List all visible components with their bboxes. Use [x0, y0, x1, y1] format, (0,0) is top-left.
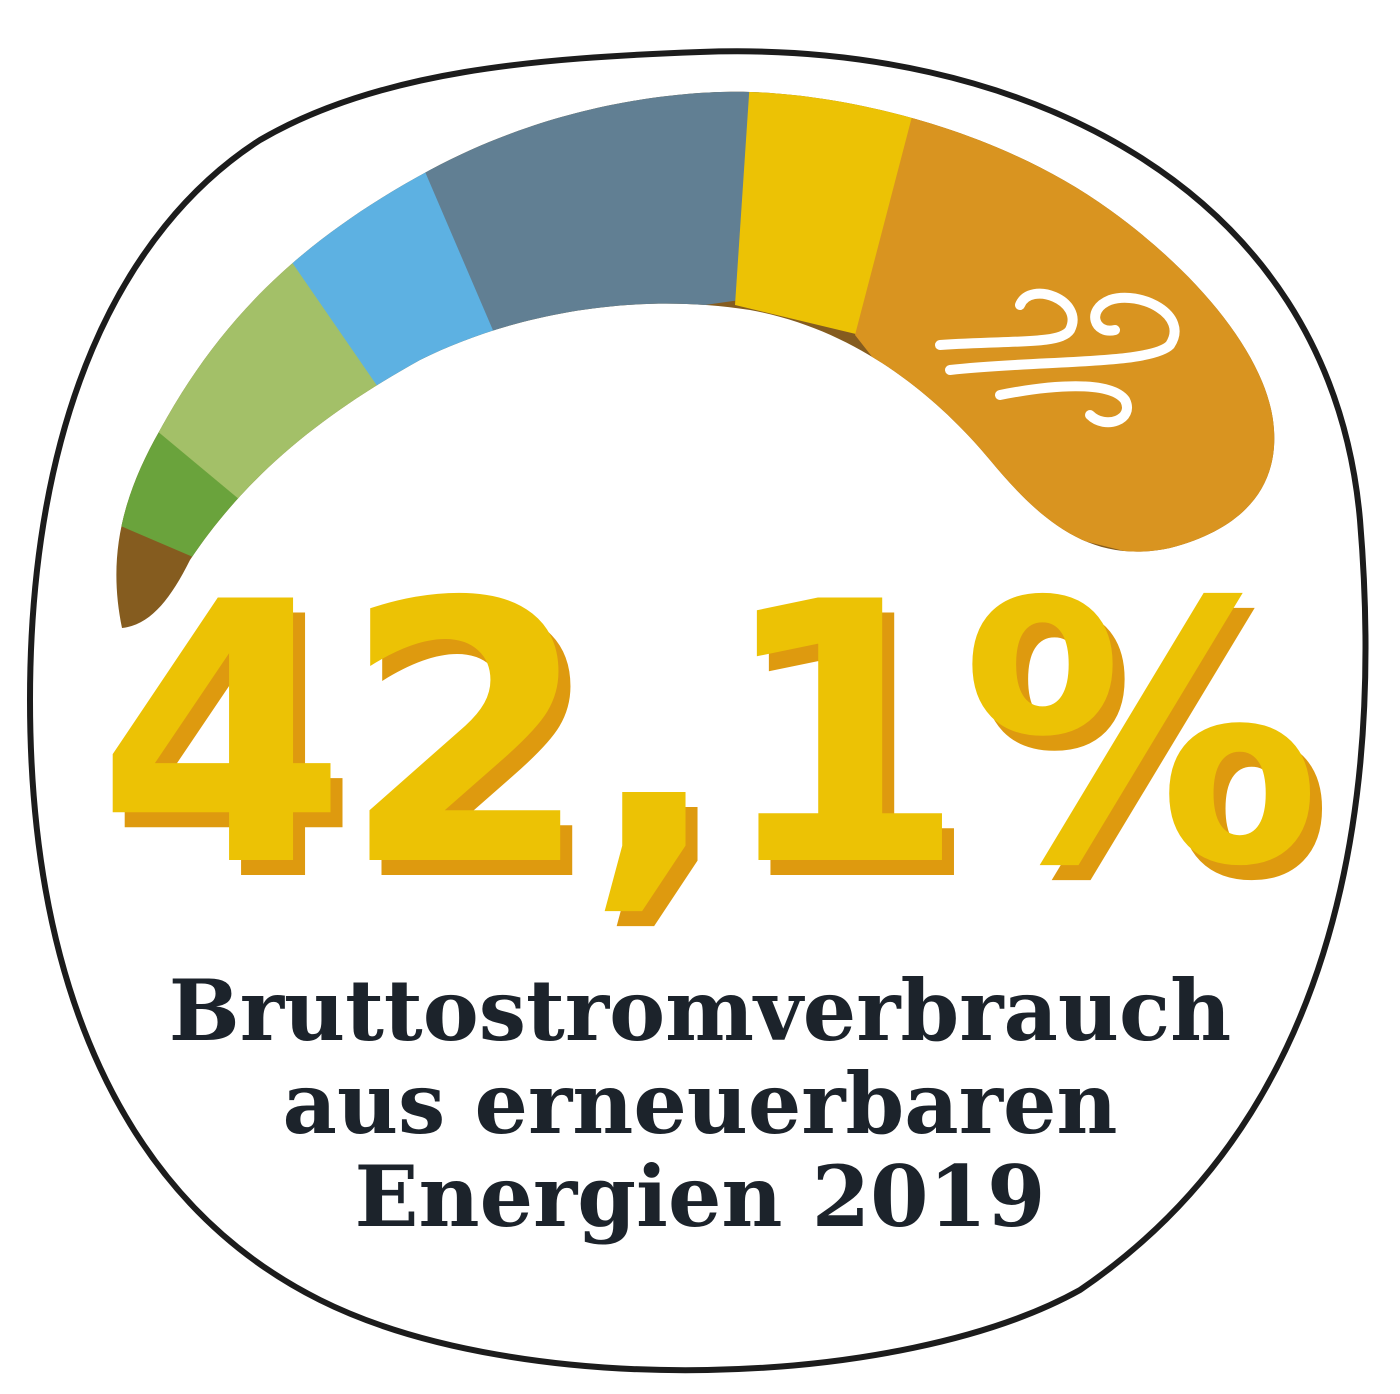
wind-icon [935, 288, 1180, 428]
percentage-shadow: 42,1% [109, 541, 1328, 960]
percentage-text: 42,1% [97, 526, 1316, 945]
segment-slate-blue [420, 91, 760, 335]
percentage-value: 42,1% 42,1% [97, 526, 1334, 960]
caption: Bruttostromverbrauch aus erneuerbaren En… [169, 961, 1231, 1246]
caption-line-1: Bruttostromverbrauch [169, 961, 1231, 1060]
caption-line-3: Energien 2019 [355, 1147, 1046, 1246]
caption-line-2: aus erneuerbaren [283, 1054, 1118, 1153]
segment-dark-green [116, 400, 260, 560]
